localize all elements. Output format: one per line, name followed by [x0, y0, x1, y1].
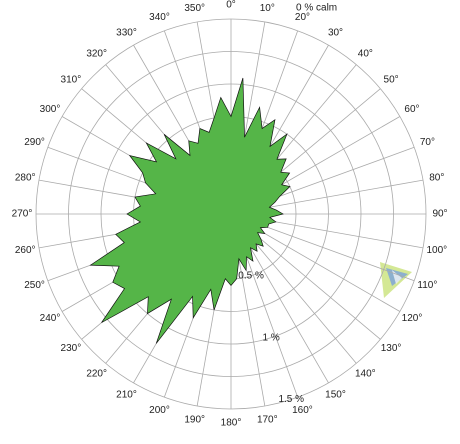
spoke	[251, 238, 357, 364]
direction-label: 90°	[432, 209, 447, 220]
direction-label: 20°	[295, 12, 310, 23]
direction-label: 60°	[404, 104, 419, 115]
ring-label: 1.5 %	[278, 394, 304, 405]
direction-label: 110°	[417, 280, 437, 291]
direction-label: 310°	[61, 74, 82, 85]
direction-label: 10°	[260, 3, 275, 14]
spoke	[236, 245, 266, 407]
rose-area	[89, 77, 291, 344]
direction-label: 250°	[24, 280, 45, 291]
direction-label: 40°	[358, 49, 373, 60]
direction-label: 70°	[420, 137, 435, 148]
spoke	[255, 234, 381, 340]
direction-label: 130°	[381, 343, 402, 354]
ring-label: 1 %	[263, 332, 280, 343]
direction-label: 210°	[116, 390, 137, 401]
direction-label: 270°	[12, 209, 33, 220]
direction-label: 30°	[328, 28, 343, 39]
direction-label: 50°	[384, 74, 399, 85]
direction-label: 100°	[426, 245, 447, 256]
direction-label: 200°	[149, 405, 170, 416]
direction-label: 240°	[40, 313, 61, 324]
direction-label: 170°	[257, 414, 278, 425]
spoke	[261, 146, 415, 204]
direction-label: 290°	[24, 137, 45, 148]
direction-label: 340°	[149, 12, 170, 23]
spoke	[241, 244, 299, 398]
direction-label: 330°	[116, 28, 137, 39]
spoke	[258, 116, 401, 199]
spoke	[261, 224, 415, 282]
calm-annotation: 0 % calm	[296, 3, 337, 14]
direction-label: 160°	[292, 405, 313, 416]
spoke	[262, 179, 424, 209]
direction-label: 0°	[226, 0, 236, 11]
direction-label: 140°	[355, 369, 376, 380]
direction-label: 260°	[15, 245, 36, 256]
direction-label: 80°	[429, 172, 444, 183]
direction-label: 320°	[86, 49, 107, 60]
direction-label: 230°	[61, 343, 82, 354]
ring-label: 0.5 %	[238, 270, 264, 281]
direction-label: 180°	[221, 418, 242, 429]
direction-label: 150°	[325, 390, 346, 401]
spoke	[262, 219, 424, 249]
direction-label: 120°	[402, 313, 423, 324]
direction-label: 220°	[86, 369, 107, 380]
direction-label: 300°	[40, 104, 61, 115]
direction-label: 280°	[15, 172, 36, 183]
spoke	[246, 241, 329, 384]
direction-label: 350°	[184, 3, 205, 14]
spoke	[258, 229, 401, 312]
direction-label: 190°	[184, 414, 205, 425]
